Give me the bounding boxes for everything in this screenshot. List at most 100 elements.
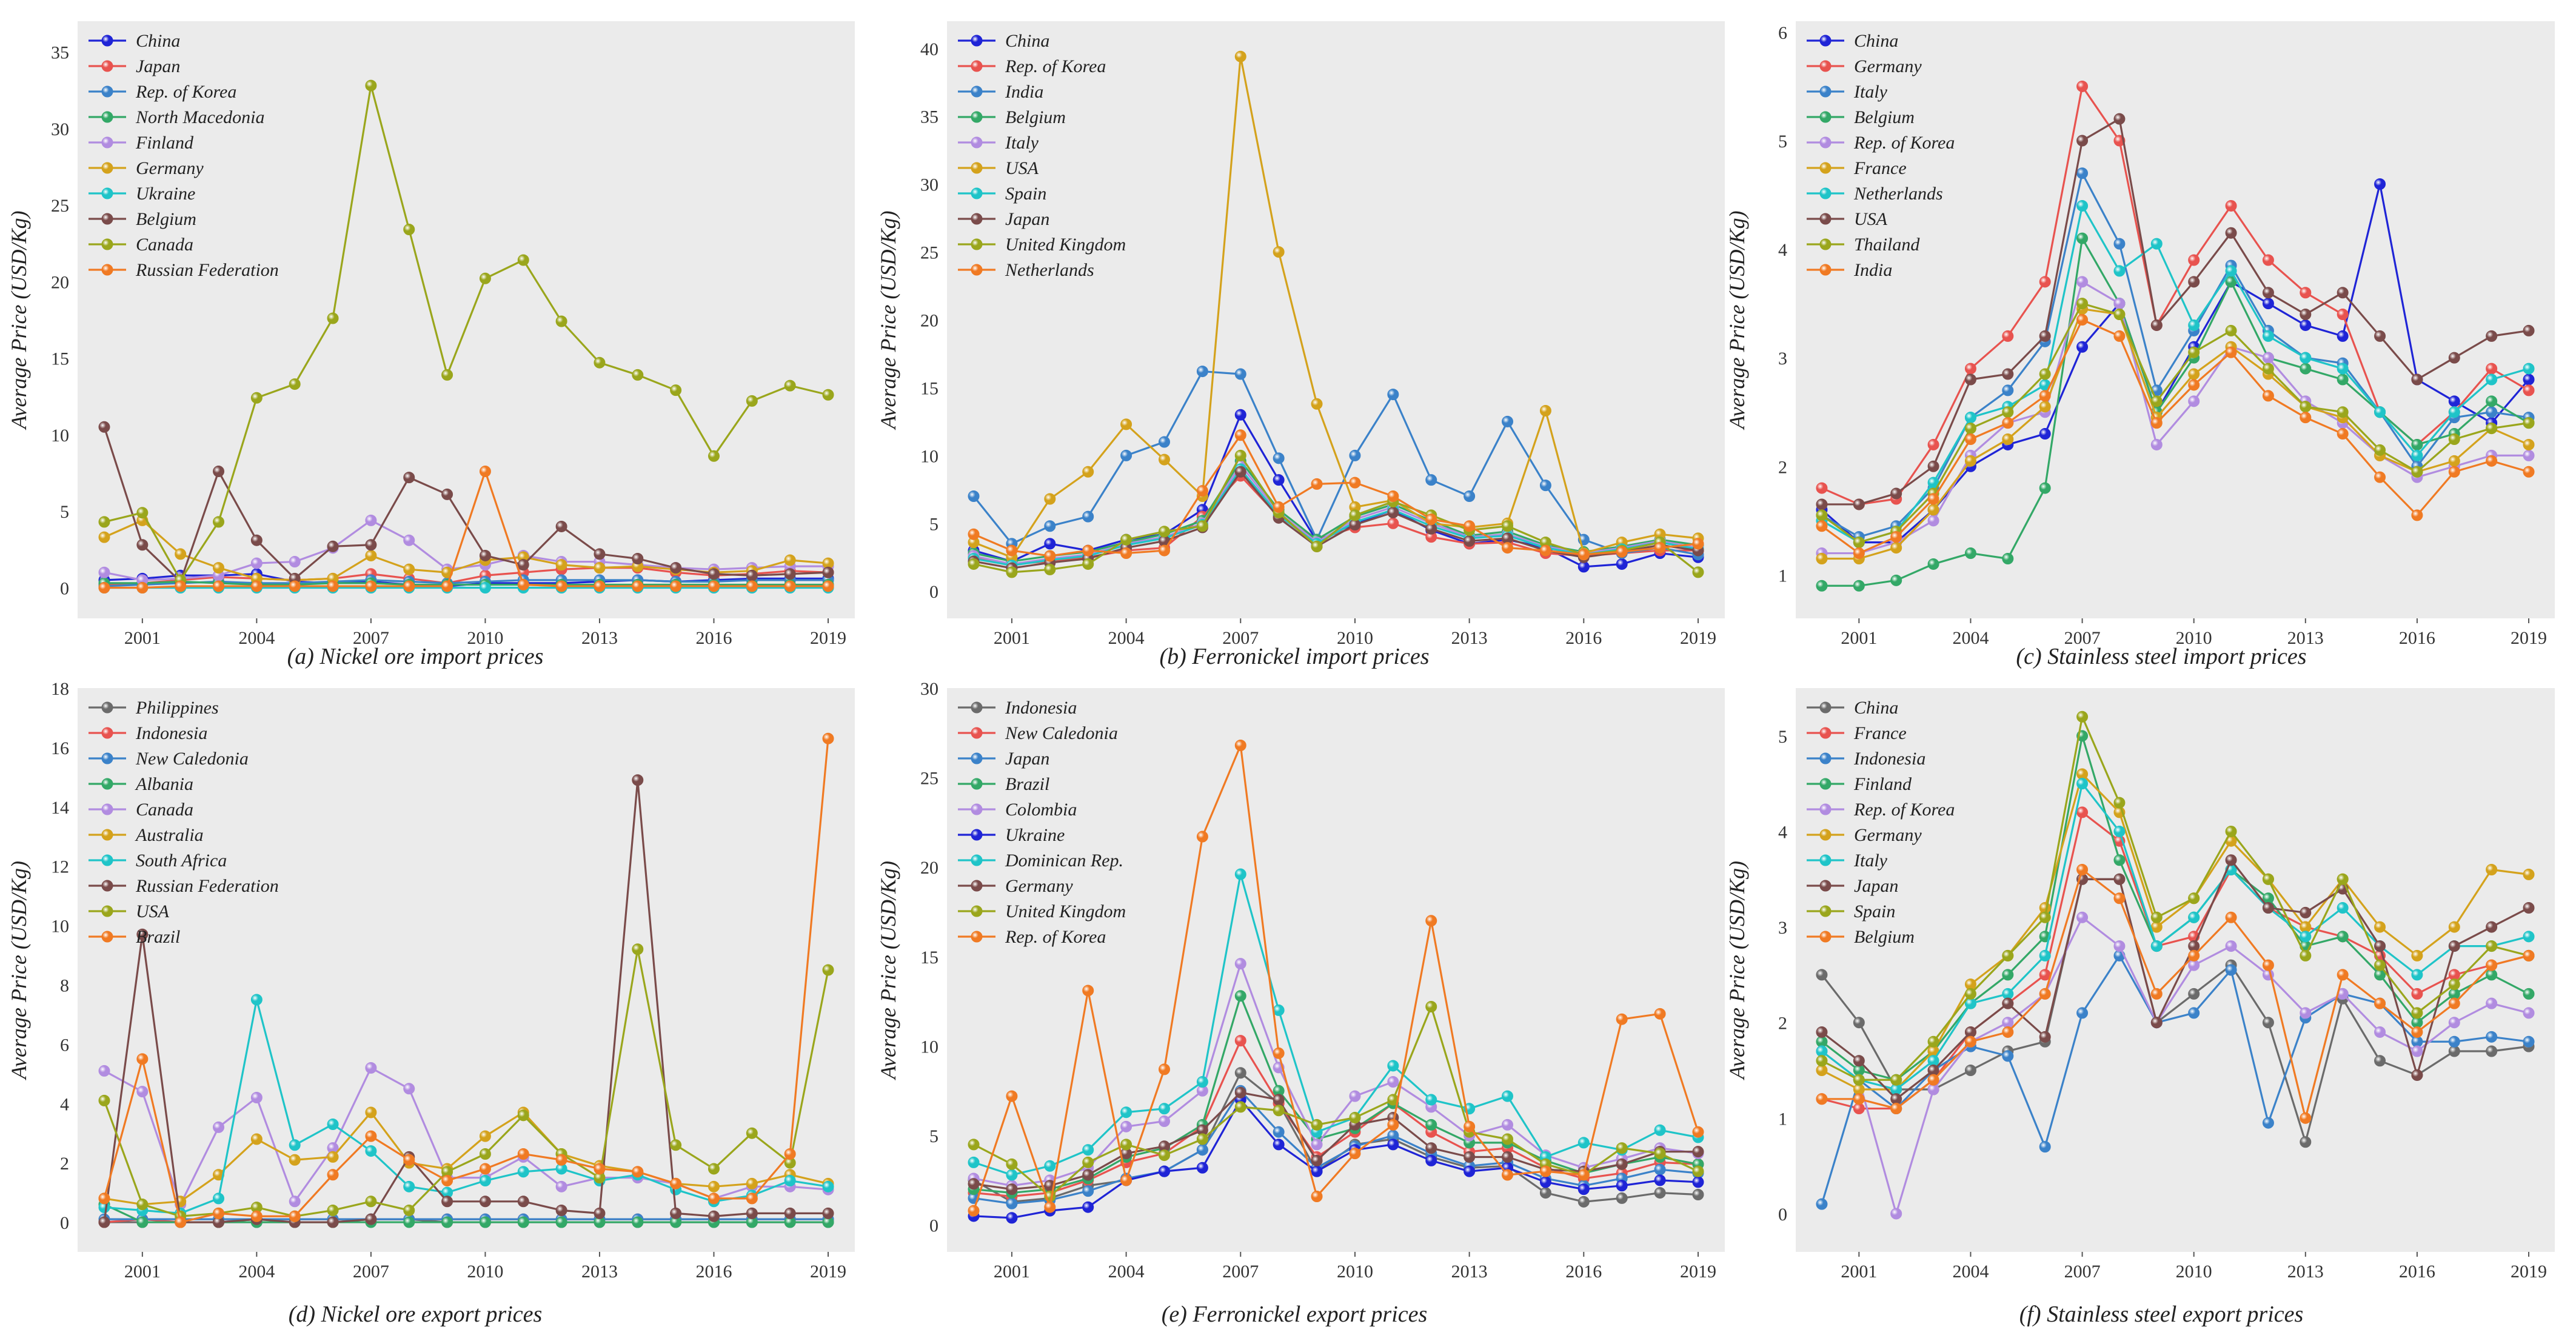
- data-point: [2150, 417, 2163, 429]
- data-point: [2337, 330, 2349, 342]
- x-tick-label: 2004: [1952, 628, 1989, 648]
- data-point: [2411, 1069, 2423, 1081]
- data-point: [2448, 352, 2460, 364]
- data-point: [1082, 510, 1094, 523]
- data-point: [1234, 1101, 1246, 1113]
- legend-marker: [101, 60, 113, 72]
- legend-label: USA: [1854, 209, 1888, 229]
- data-point: [517, 1216, 529, 1228]
- data-point: [1816, 1093, 1828, 1105]
- series-group: [1816, 711, 2535, 1220]
- data-point: [632, 943, 644, 955]
- data-point: [1654, 1008, 1666, 1020]
- x-tick-label: 2001: [1841, 1262, 1877, 1282]
- data-point: [2523, 373, 2535, 386]
- data-point: [2262, 330, 2274, 342]
- legend-label: USA: [136, 901, 170, 921]
- data-point: [2411, 1045, 2423, 1057]
- data-point: [1349, 449, 1361, 461]
- data-point: [1234, 990, 1246, 1002]
- data-point: [2150, 1017, 2163, 1029]
- legend-marker: [1819, 85, 1832, 98]
- data-point: [1816, 969, 1828, 981]
- data-point: [2113, 854, 2126, 866]
- data-point: [2374, 940, 2386, 952]
- data-point: [213, 1207, 225, 1219]
- legend-marker: [1819, 854, 1832, 866]
- data-point: [2523, 324, 2535, 336]
- data-point: [1425, 1142, 1437, 1154]
- data-point: [2486, 863, 2498, 875]
- data-point: [365, 1213, 377, 1225]
- legend-marker: [1819, 35, 1832, 47]
- series-line: [1821, 303, 2529, 544]
- x-tick-label: 2019: [1680, 1262, 1716, 1282]
- data-point: [250, 392, 263, 404]
- data-point: [250, 1133, 263, 1145]
- legend-marker: [971, 60, 983, 72]
- data-point: [1349, 1090, 1361, 1102]
- legend-label: Italy: [1005, 133, 1039, 153]
- series-line: [104, 579, 829, 587]
- data-point: [2262, 959, 2274, 971]
- data-point: [1890, 531, 1902, 543]
- data-point: [1692, 1126, 1704, 1138]
- data-point: [2002, 330, 2014, 342]
- data-point: [479, 272, 491, 284]
- y-tick-label: 0: [929, 582, 938, 602]
- data-point: [2448, 1035, 2460, 1048]
- legend-label: Russian Federation: [135, 876, 279, 896]
- legend-marker: [101, 931, 113, 943]
- data-point: [1387, 1060, 1399, 1072]
- data-point: [1273, 452, 1285, 464]
- data-point: [1234, 429, 1246, 441]
- data-point: [1273, 246, 1285, 258]
- data-point: [1234, 739, 1246, 751]
- data-point: [517, 254, 529, 266]
- data-point: [746, 1127, 758, 1139]
- x-tick-label: 2013: [1451, 628, 1488, 648]
- data-point: [594, 580, 606, 592]
- data-point: [1311, 1119, 1323, 1131]
- data-point: [1539, 404, 1551, 416]
- data-point: [1196, 485, 1208, 497]
- data-point: [1196, 1076, 1208, 1088]
- data-point: [403, 534, 415, 546]
- data-point: [403, 1083, 415, 1095]
- y-axis-label: Average Price (USD/Kg): [1725, 211, 1749, 430]
- series: [1816, 863, 2535, 1124]
- data-point: [2039, 368, 2051, 380]
- data-point: [784, 1175, 796, 1187]
- legend-marker: [101, 238, 113, 250]
- data-point: [1120, 1106, 1132, 1119]
- data-point: [2374, 178, 2386, 190]
- data-point: [670, 1177, 682, 1189]
- data-point: [1120, 1120, 1132, 1132]
- y-tick-label: 1: [1778, 566, 1787, 586]
- data-point: [1082, 466, 1094, 478]
- y-tick-label: 0: [60, 578, 69, 598]
- data-point: [441, 1216, 453, 1228]
- data-point: [670, 384, 682, 396]
- legend-label: Belgium: [1854, 927, 1915, 947]
- data-point: [784, 1207, 796, 1219]
- y-tick-label: 10: [920, 1037, 938, 1057]
- data-point: [1964, 1035, 1976, 1048]
- data-point: [594, 1207, 606, 1219]
- legend-marker: [101, 85, 113, 98]
- data-point: [2486, 1045, 2498, 1057]
- legend-marker: [1819, 829, 1832, 841]
- data-point: [1654, 1187, 1666, 1199]
- data-point: [1425, 1154, 1437, 1166]
- data-point: [2150, 988, 2163, 1000]
- data-point: [2188, 368, 2200, 380]
- data-point: [1964, 423, 1976, 435]
- legend-label: Finland: [135, 133, 194, 153]
- data-point: [365, 539, 377, 551]
- legend-label: China: [1005, 31, 1049, 51]
- data-point: [365, 514, 377, 526]
- series-line: [973, 55, 1699, 558]
- data-point: [2300, 401, 2312, 413]
- legend-label: Thailand: [1854, 235, 1920, 255]
- data-point: [2486, 959, 2498, 971]
